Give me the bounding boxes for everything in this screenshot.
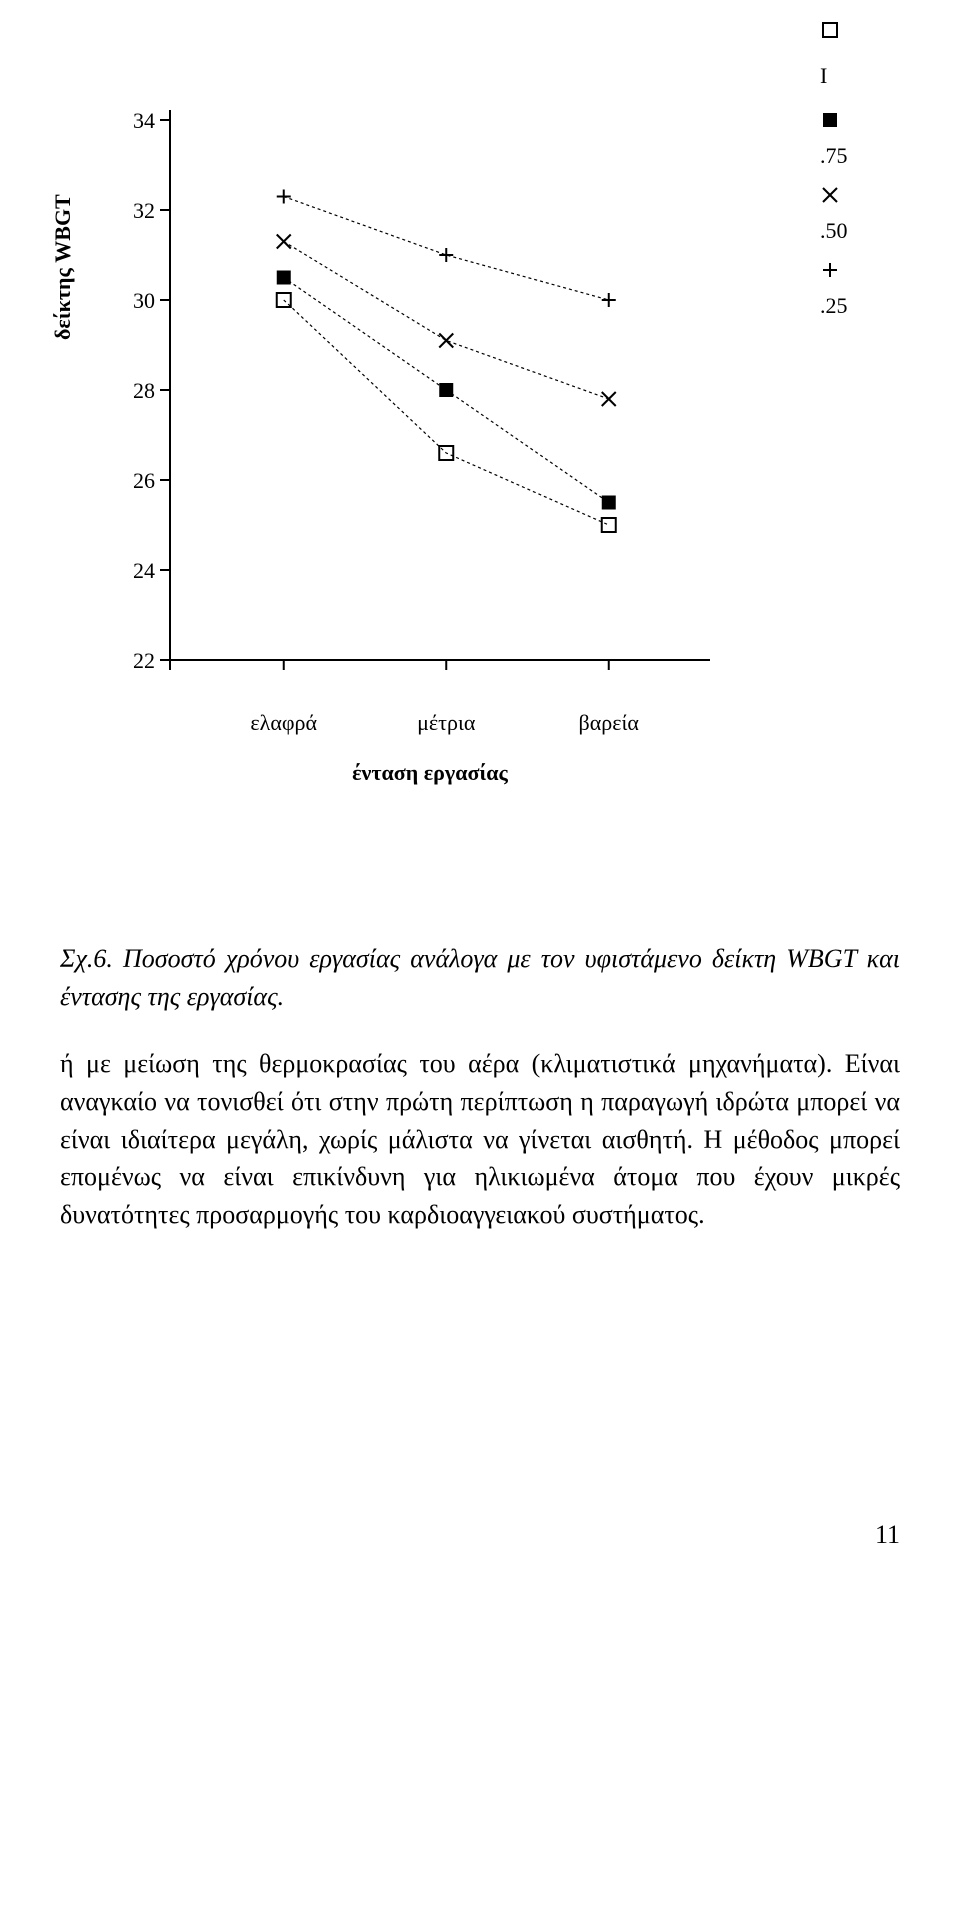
y-tick-label: 30 [115, 288, 155, 314]
y-tick-label: 28 [115, 378, 155, 404]
y-tick-label: 34 [115, 108, 155, 134]
caption-text: Ποσοστό χρόνου εργασίας ανάλογα με τον υ… [60, 944, 900, 1011]
y-tick-label: 32 [115, 198, 155, 224]
body-paragraph: ή με μείωση της θερμοκρασίας του αέρα (κ… [60, 1045, 900, 1233]
page-number: 11 [875, 1520, 900, 1550]
chart-container: δείκτης WBGT 22242628303234 ελαφράμέτρια… [60, 20, 900, 900]
legend-label: .50 [820, 218, 848, 244]
legend-label: .75 [820, 143, 848, 169]
y-tick-label: 26 [115, 468, 155, 494]
y-tick-label: 22 [115, 648, 155, 674]
y-axis-label: δείκτης WBGT [50, 194, 76, 340]
x-tick-label: βαρεία [549, 710, 669, 736]
caption-prefix: Σχ.6. [60, 944, 113, 973]
y-tick-label: 24 [115, 558, 155, 584]
x-axis-label: ένταση εργασίας [280, 760, 580, 786]
legend-label: I [820, 63, 827, 89]
x-tick-label: μέτρια [386, 710, 506, 736]
x-tick-label: ελαφρά [224, 710, 344, 736]
figure-caption: Σχ.6. Ποσοστό χρόνου εργασίας ανάλογα με… [60, 940, 900, 1015]
legend-label: .25 [820, 293, 848, 319]
